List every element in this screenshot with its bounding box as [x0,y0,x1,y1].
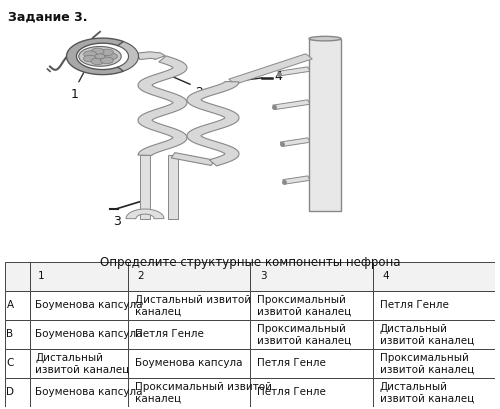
Text: Дистальный
извитой каналец: Дистальный извитой каналец [380,324,474,345]
Text: Дистальный
извитой каналец: Дистальный извитой каналец [380,382,474,403]
Polygon shape [168,155,178,219]
Circle shape [91,58,104,65]
Bar [30,349,128,378]
Bar [128,378,250,407]
Text: C: C [6,358,14,369]
Text: A: A [6,300,14,310]
Bar [250,320,372,349]
Bar [128,262,250,291]
Bar [250,378,372,407]
Bar [5,262,29,291]
Text: Боуменова капсула: Боуменова капсула [135,358,242,369]
Circle shape [95,54,105,59]
Text: Петля Генле: Петля Генле [135,329,203,339]
Circle shape [84,55,96,62]
Bar [5,320,29,349]
Text: Проксимальный
извитой каналец: Проксимальный извитой каналец [258,324,352,345]
Text: 4: 4 [274,70,282,83]
Polygon shape [66,38,124,74]
Bar [372,349,495,378]
Polygon shape [280,138,310,146]
Text: Боуменова капсула: Боуменова капсула [36,387,143,398]
Polygon shape [138,56,187,155]
Text: Дистальный
извитой каналец: Дистальный извитой каналец [36,353,130,374]
Bar [250,262,372,291]
Ellipse shape [309,36,341,41]
Polygon shape [126,209,164,219]
Bar [5,378,29,407]
Text: 3: 3 [114,215,122,228]
Circle shape [100,57,114,64]
Text: Определите структурные компоненты нефрона: Определите структурные компоненты нефрон… [100,256,400,269]
Bar [30,378,128,407]
Text: Петля Генле: Петля Генле [258,358,326,369]
Bar [128,320,250,349]
Bar [372,378,495,407]
Bar [128,349,250,378]
Bar [5,291,29,320]
Polygon shape [282,176,310,184]
Polygon shape [228,54,312,84]
Text: Боуменова капсула: Боуменова капсула [36,329,143,339]
Bar [372,291,495,320]
Polygon shape [309,38,341,211]
Text: 4: 4 [382,271,389,281]
Bar [128,291,250,320]
Polygon shape [272,100,310,110]
Bar [250,291,372,320]
Bar [30,291,128,320]
Bar [372,262,495,291]
Circle shape [100,49,114,56]
Circle shape [84,51,96,57]
Text: Проксимальный
извитой каналец: Проксимальный извитой каналец [258,294,352,316]
Circle shape [91,48,104,55]
Text: B: B [6,329,14,339]
Bar [250,349,372,378]
Bar [372,320,495,349]
Polygon shape [171,153,215,166]
Text: Петля Генле: Петля Генле [258,387,326,398]
Text: Задание 3.: Задание 3. [8,10,87,23]
Text: 1: 1 [38,271,44,281]
Circle shape [104,53,118,60]
Text: 2: 2 [138,271,144,281]
Text: 3: 3 [260,271,266,281]
Polygon shape [137,52,166,60]
Bar [30,262,128,291]
Text: Дистальный извитой
каналец: Дистальный извитой каналец [135,294,251,316]
Bar [5,349,29,378]
Bar [30,320,128,349]
Text: Проксимальный
извитой каналец: Проксимальный извитой каналец [380,353,474,374]
Polygon shape [187,81,239,166]
Text: Боуменова капсула: Боуменова капсула [36,300,143,310]
Text: Петля Генле: Петля Генле [380,300,448,310]
Polygon shape [278,67,310,76]
Ellipse shape [78,47,121,66]
Text: 1: 1 [71,88,79,101]
Polygon shape [118,42,139,71]
Polygon shape [140,155,150,219]
Text: D: D [6,387,14,398]
Text: 2: 2 [195,85,203,99]
Text: Проксимальный извитой
каналец: Проксимальный извитой каналец [135,382,272,403]
